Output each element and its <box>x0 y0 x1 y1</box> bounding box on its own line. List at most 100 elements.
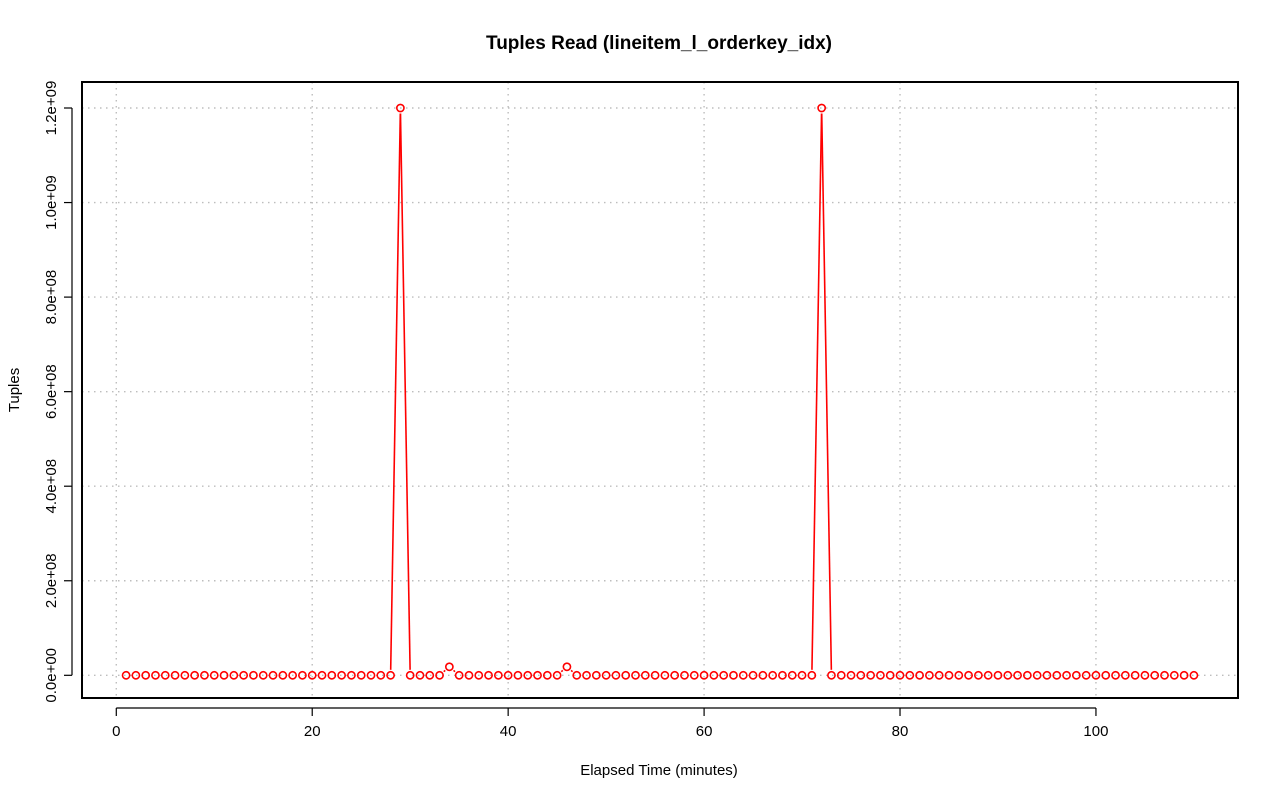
y-tick-label: 2.0e+08 <box>43 553 60 608</box>
data-point <box>474 670 484 680</box>
y-tick-label: 0.0e+00 <box>43 648 60 703</box>
data-point <box>1042 670 1052 680</box>
x-tick-label: 80 <box>892 723 909 740</box>
data-point <box>885 670 895 680</box>
data-point <box>317 670 327 680</box>
data-point <box>219 670 229 680</box>
data-point <box>582 670 591 680</box>
series-layer <box>121 103 1199 680</box>
data-point <box>552 670 562 680</box>
data-point <box>866 670 876 680</box>
series-line-segment <box>560 669 564 673</box>
data-point <box>621 670 631 680</box>
y-tick-label: 4.0e+08 <box>43 459 60 514</box>
data-point <box>797 670 807 680</box>
data-point <box>1120 670 1130 680</box>
data-point <box>288 670 298 680</box>
data-point <box>425 670 435 680</box>
data-point <box>1179 670 1189 680</box>
data-point <box>239 670 249 680</box>
data-point <box>1071 670 1081 680</box>
x-tick-label: 0 <box>112 723 120 740</box>
data-point <box>954 670 964 680</box>
data-point <box>356 670 366 680</box>
data-point <box>876 670 885 680</box>
data-point <box>249 670 258 680</box>
data-point <box>670 670 680 680</box>
data-point <box>1052 670 1062 680</box>
data-point <box>121 670 131 680</box>
data-point <box>444 662 454 672</box>
data-point <box>601 670 611 680</box>
data-point <box>591 670 601 680</box>
data-point <box>435 670 444 680</box>
series-line-segment <box>820 113 833 670</box>
data-point <box>1081 670 1091 680</box>
y-tick-label: 1.0e+09 <box>43 175 60 230</box>
data-point <box>699 670 709 680</box>
data-point <box>131 670 141 680</box>
data-point <box>464 670 474 680</box>
data-point <box>719 670 729 680</box>
x-axis-label: Elapsed Time (minutes) <box>580 762 738 779</box>
data-point <box>386 670 395 680</box>
data-point <box>1160 670 1169 680</box>
data-point <box>846 670 856 680</box>
data-point <box>1003 670 1013 680</box>
chart-title: Tuples Read (lineitem_l_orderkey_idx) <box>486 33 832 54</box>
data-point <box>1150 670 1160 680</box>
data-point <box>1169 670 1179 680</box>
data-point <box>1189 670 1199 680</box>
y-axis: 0.0e+00 2.0e+08 4.0e+08 6.0e+08 8.0e+08 1.0e+… <box>43 81 73 703</box>
data-point <box>856 670 866 680</box>
data-point <box>640 670 650 680</box>
data-point <box>493 670 503 680</box>
plot-frame <box>81 81 1239 699</box>
data-point <box>180 670 190 680</box>
data-point <box>484 670 493 680</box>
data-point <box>983 670 993 680</box>
data-point <box>817 103 827 113</box>
x-tick-label: 20 <box>304 723 321 740</box>
data-point <box>993 670 1003 680</box>
data-point <box>503 670 513 680</box>
data-point <box>758 670 768 680</box>
data-point <box>1062 670 1071 680</box>
data-point <box>1032 670 1042 680</box>
data-point <box>836 670 846 680</box>
data-point <box>542 670 552 680</box>
data-point <box>562 662 572 672</box>
data-point <box>631 670 640 680</box>
data-point <box>200 670 209 680</box>
data-point <box>787 670 797 680</box>
data-point <box>611 670 621 680</box>
data-point <box>533 670 542 680</box>
x-tick-label: 100 <box>1083 723 1108 740</box>
data-point <box>513 670 523 680</box>
data-point <box>190 670 200 680</box>
y-tick-label: 6.0e+08 <box>43 364 60 419</box>
data-point <box>151 670 160 680</box>
y-tick-label: 1.2e+09 <box>43 81 60 136</box>
data-point <box>1101 670 1111 680</box>
data-point <box>748 670 758 680</box>
data-point <box>170 670 180 680</box>
data-point <box>307 670 317 680</box>
series-line-segment <box>399 113 411 670</box>
data-point <box>778 670 787 680</box>
data-point <box>709 670 719 680</box>
data-point <box>160 670 170 680</box>
data-point <box>973 670 983 680</box>
data-point <box>278 670 288 680</box>
data-point <box>298 670 307 680</box>
data-point <box>738 670 748 680</box>
data-point <box>405 670 415 680</box>
x-axis: 0 20 40 60 80 100 <box>112 707 1108 740</box>
data-point <box>337 670 347 680</box>
data-point <box>964 670 973 680</box>
data-point <box>366 670 376 680</box>
data-point <box>415 670 425 680</box>
data-point <box>729 670 738 680</box>
data-point <box>1013 670 1022 680</box>
